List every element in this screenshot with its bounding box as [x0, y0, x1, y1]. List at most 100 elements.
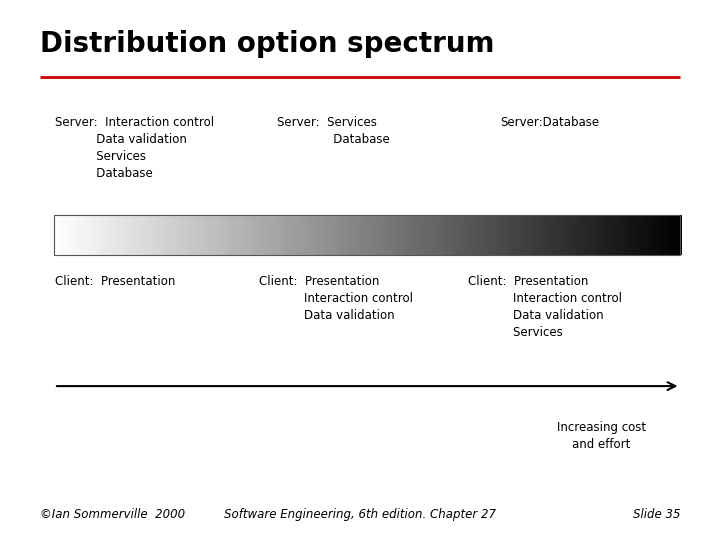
- Bar: [63, 215, 64, 255]
- Bar: [443, 215, 445, 255]
- Bar: [350, 215, 352, 255]
- Bar: [233, 215, 235, 255]
- Bar: [240, 215, 241, 255]
- Bar: [324, 215, 325, 255]
- Bar: [314, 215, 315, 255]
- Bar: [341, 215, 343, 255]
- Bar: [428, 215, 430, 255]
- Bar: [378, 215, 379, 255]
- Bar: [565, 215, 567, 255]
- Bar: [267, 215, 269, 255]
- Bar: [192, 215, 194, 255]
- Bar: [142, 215, 143, 255]
- Bar: [437, 215, 438, 255]
- Bar: [76, 215, 78, 255]
- Bar: [349, 215, 351, 255]
- Bar: [570, 215, 572, 255]
- Bar: [61, 215, 63, 255]
- Bar: [532, 215, 534, 255]
- Bar: [277, 215, 279, 255]
- Bar: [158, 215, 160, 255]
- Bar: [405, 215, 407, 255]
- Text: Client:  Presentation
            Interaction control
            Data validatio: Client: Presentation Interaction control…: [468, 275, 622, 340]
- Bar: [115, 215, 117, 255]
- Bar: [413, 215, 415, 255]
- Bar: [329, 215, 330, 255]
- Bar: [334, 215, 336, 255]
- Bar: [162, 215, 163, 255]
- Bar: [153, 215, 155, 255]
- Bar: [331, 215, 333, 255]
- Bar: [243, 215, 244, 255]
- Bar: [86, 215, 87, 255]
- Bar: [639, 215, 641, 255]
- Text: Server:  Services
               Database: Server: Services Database: [277, 116, 390, 146]
- Bar: [194, 215, 197, 255]
- Bar: [554, 215, 555, 255]
- Bar: [238, 215, 239, 255]
- Bar: [469, 215, 471, 255]
- Bar: [542, 215, 544, 255]
- Bar: [211, 215, 212, 255]
- Bar: [223, 215, 225, 255]
- Bar: [197, 215, 199, 255]
- Bar: [659, 215, 661, 255]
- Bar: [252, 215, 254, 255]
- Bar: [571, 215, 573, 255]
- Bar: [427, 215, 428, 255]
- Bar: [675, 215, 677, 255]
- Bar: [680, 215, 682, 255]
- Bar: [436, 215, 437, 255]
- Bar: [382, 215, 383, 255]
- Text: Server:Database: Server:Database: [500, 116, 600, 129]
- Bar: [400, 215, 402, 255]
- Bar: [474, 215, 476, 255]
- Bar: [176, 215, 177, 255]
- Bar: [584, 215, 585, 255]
- Bar: [432, 215, 433, 255]
- Bar: [419, 215, 421, 255]
- Bar: [414, 215, 416, 255]
- Bar: [309, 215, 310, 255]
- Bar: [354, 215, 356, 255]
- Bar: [501, 215, 503, 255]
- Bar: [241, 215, 243, 255]
- Bar: [640, 215, 642, 255]
- Bar: [213, 215, 215, 255]
- Bar: [127, 215, 128, 255]
- Bar: [433, 215, 435, 255]
- Bar: [187, 215, 189, 255]
- Bar: [93, 215, 94, 255]
- Bar: [140, 215, 141, 255]
- Bar: [624, 215, 626, 255]
- Bar: [614, 215, 616, 255]
- Bar: [599, 215, 600, 255]
- Bar: [438, 215, 440, 255]
- Bar: [203, 215, 205, 255]
- Text: Software Engineering, 6th edition. Chapter 27: Software Engineering, 6th edition. Chapt…: [224, 508, 496, 521]
- Bar: [272, 215, 274, 255]
- Bar: [625, 215, 627, 255]
- Bar: [623, 215, 624, 255]
- Bar: [424, 215, 426, 255]
- Bar: [559, 215, 560, 255]
- Bar: [521, 215, 523, 255]
- Bar: [535, 215, 536, 255]
- Bar: [487, 215, 489, 255]
- Bar: [204, 215, 206, 255]
- Bar: [463, 215, 465, 255]
- Bar: [257, 215, 259, 255]
- Bar: [379, 215, 381, 255]
- Bar: [122, 215, 123, 255]
- Bar: [605, 215, 607, 255]
- Bar: [392, 215, 393, 255]
- Bar: [110, 215, 112, 255]
- Bar: [325, 215, 327, 255]
- Bar: [271, 215, 273, 255]
- Bar: [606, 215, 608, 255]
- Bar: [307, 215, 309, 255]
- Bar: [348, 215, 349, 255]
- Bar: [166, 215, 167, 255]
- Bar: [540, 215, 541, 255]
- Bar: [476, 215, 477, 255]
